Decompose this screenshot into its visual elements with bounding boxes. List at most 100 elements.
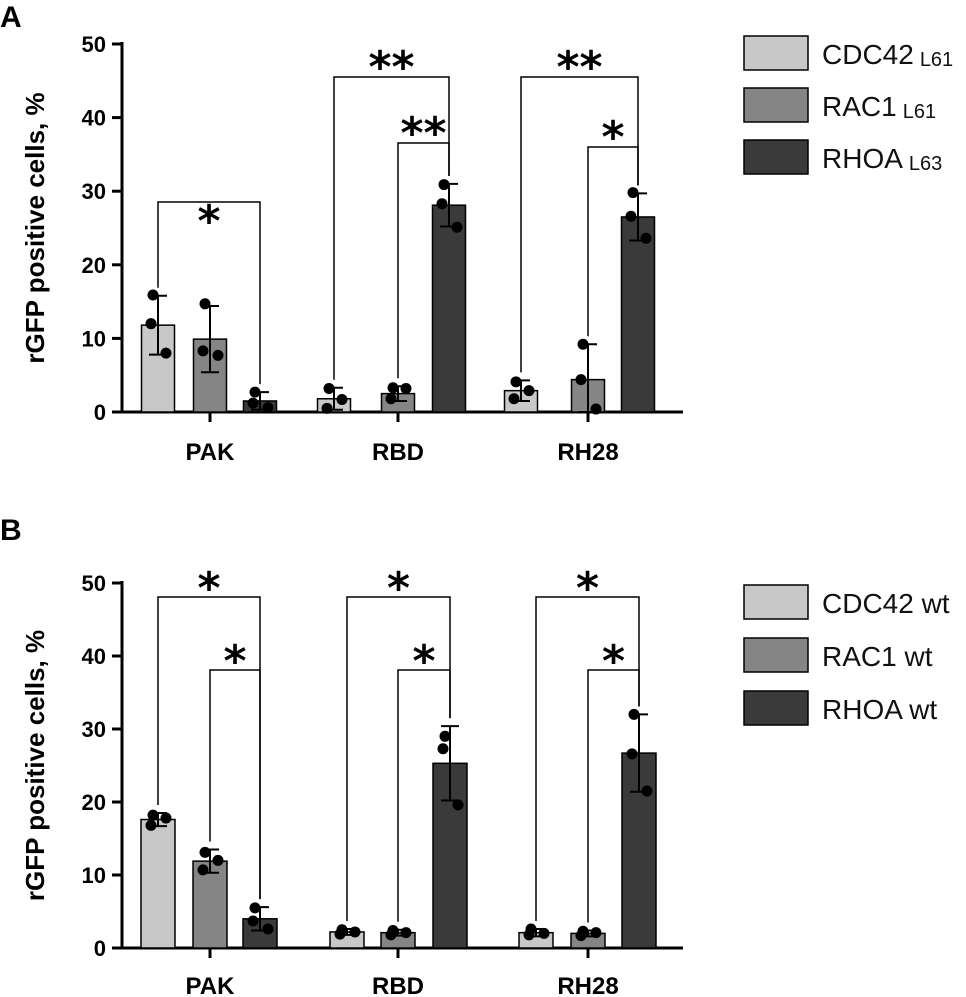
data-point: [385, 929, 397, 941]
data-point: [451, 221, 463, 233]
data-point: [145, 819, 157, 831]
data-point: [575, 374, 587, 386]
data-point: [436, 198, 448, 210]
data-point: [199, 846, 211, 858]
data-point: [160, 347, 172, 359]
bar-rhoa-rh28: [620, 216, 656, 413]
legend-name: RAC1 wt: [822, 641, 933, 672]
legend-label-rhoa: RHOA L63: [822, 143, 942, 175]
data-point: [575, 930, 587, 942]
legend-label-rac1-wt: RAC1 wt: [822, 641, 933, 672]
data-point: [641, 785, 653, 797]
legend-label-rhoa-wt: RHOA wt: [822, 694, 937, 725]
data-point: [249, 902, 261, 914]
y-tick-label: 40: [82, 644, 106, 669]
y-tick-label: 20: [82, 253, 106, 278]
data-point: [349, 926, 361, 938]
y-tick-label: 50: [82, 571, 106, 596]
data-point: [262, 402, 274, 414]
legend-name: RHOA: [822, 143, 903, 174]
significance-bracket: [587, 146, 639, 337]
y-axis-label: rGFP positive cells, %: [20, 630, 50, 901]
significance-bracket: [346, 596, 451, 922]
data-point: [247, 915, 259, 927]
x-tick-label-rbd: RBD: [372, 973, 424, 997]
significance-label: *: [223, 636, 246, 687]
data-point: [437, 743, 449, 755]
significance-label: *: [602, 636, 625, 687]
data-point: [147, 809, 159, 821]
significance-label: *: [412, 636, 435, 687]
panel-label: A: [0, 1, 22, 34]
significance-bracket: [587, 669, 640, 923]
legend-name: CDC42 wt: [822, 588, 950, 619]
legend-swatch-cdc42-wt: [743, 584, 809, 620]
bar-rhoa-rbd: [431, 204, 467, 413]
data-point: [640, 232, 652, 244]
data-point: [400, 927, 412, 939]
y-tick-label: 30: [82, 179, 106, 204]
data-point: [523, 385, 535, 397]
significance-label: *: [197, 563, 220, 614]
legend-name: RHOA wt: [822, 694, 937, 725]
data-point: [197, 345, 209, 357]
x-tick-label-pak: PAK: [186, 973, 236, 997]
significance-label: **: [400, 108, 446, 159]
legend-swatch-rhoa-wt: [743, 690, 809, 726]
y-tick-label: 10: [82, 863, 106, 888]
data-point: [323, 382, 335, 394]
significance-bracket: [333, 76, 450, 380]
data-point: [247, 397, 259, 409]
x-tick-label-rh28: RH28: [557, 439, 618, 466]
significance-bracket: [535, 596, 640, 922]
y-tick-label: 20: [82, 790, 106, 815]
x-tick-label-pak: PAK: [186, 439, 236, 466]
data-point: [160, 812, 172, 824]
legend-swatch-rac1: [743, 87, 809, 123]
data-point: [262, 923, 274, 935]
data-point: [147, 289, 159, 301]
x-tick-label-rh28: RH28: [557, 973, 618, 997]
data-point: [385, 393, 397, 405]
data-point: [212, 854, 224, 866]
data-point: [439, 730, 451, 742]
legend-name: RAC1: [822, 91, 897, 122]
significance-label: *: [197, 196, 220, 247]
significance-label: **: [556, 42, 602, 93]
legend-label-cdc42: CDC42 L61: [822, 39, 953, 71]
data-point: [628, 708, 640, 720]
legend-name: CDC42: [822, 39, 914, 70]
legend-suffix: L61: [920, 49, 953, 71]
data-point: [336, 393, 348, 405]
data-point: [590, 927, 602, 939]
legend-suffix: L61: [903, 101, 936, 123]
data-point: [197, 864, 209, 876]
legend-swatch-rac1-wt: [743, 637, 809, 673]
bar-rac1-wt-pak: [192, 860, 228, 949]
legend-swatch-rhoa: [743, 139, 809, 175]
data-point: [538, 927, 550, 939]
significance-label: **: [368, 42, 414, 93]
panel-label: B: [0, 514, 22, 547]
y-tick-label: 30: [82, 717, 106, 742]
y-tick-label: 10: [82, 326, 106, 351]
y-tick-label: 0: [94, 400, 106, 425]
significance-label: *: [601, 112, 624, 163]
y-tick-label: 40: [82, 106, 106, 131]
data-point: [626, 748, 638, 760]
data-point: [510, 376, 522, 388]
y-tick-label: 0: [94, 936, 106, 961]
data-point: [249, 386, 261, 398]
data-point: [452, 799, 464, 811]
significance-bracket: [520, 76, 639, 373]
data-point: [627, 187, 639, 199]
data-point: [321, 402, 333, 414]
data-point: [577, 338, 589, 350]
data-point: [212, 349, 224, 361]
data-point: [334, 928, 346, 940]
data-point: [590, 403, 602, 415]
significance-label: *: [576, 563, 599, 614]
